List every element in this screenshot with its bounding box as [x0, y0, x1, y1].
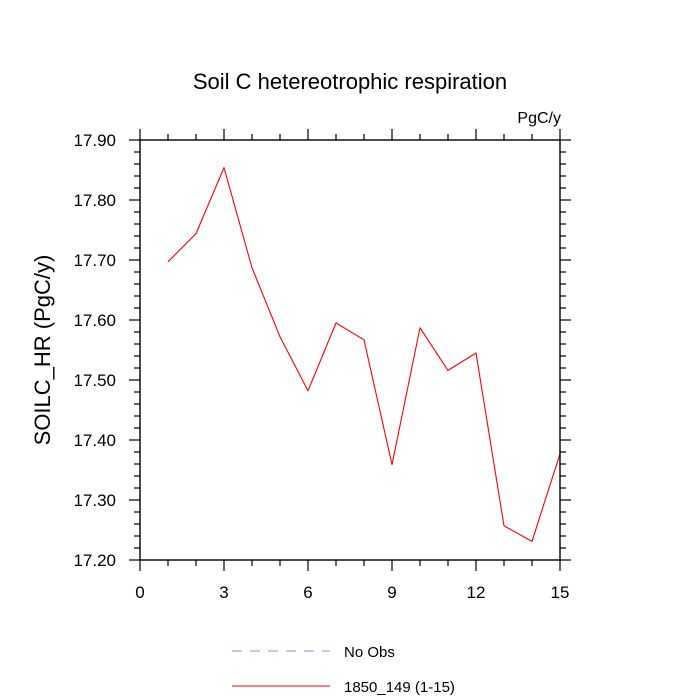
major-ticks: [129, 129, 571, 571]
legend: No Obs 1850_149 (1-15): [232, 644, 455, 696]
series-line: [167, 167, 561, 542]
units-label: PgC/y: [517, 110, 561, 127]
y-tick-label: 17.20: [73, 551, 116, 570]
x-tick-label: 12: [467, 583, 486, 602]
x-tick-label: 3: [219, 583, 228, 602]
series-layer: [167, 167, 561, 542]
y-axis-label: SOILC_HR (PgC/y): [30, 255, 55, 446]
x-tick-labels: 0 3 6 9 12 15: [135, 583, 569, 602]
x-tick-label: 6: [303, 583, 312, 602]
chart-title: Soil C hetereotrophic respiration: [193, 69, 507, 94]
y-tick-label: 17.30: [73, 491, 116, 510]
legend-label-no-obs: No Obs: [344, 644, 395, 661]
y-tick-label: 17.40: [73, 431, 116, 450]
y-tick-label: 17.70: [73, 251, 116, 270]
y-tick-label: 17.50: [73, 371, 116, 390]
y-tick-label: 17.80: [73, 191, 116, 210]
y-tick-labels: 17.20 17.30 17.40 17.50 17.60 17.70 17.80 17.90: [73, 131, 116, 570]
minor-ticks: [134, 134, 566, 566]
x-tick-label: 0: [135, 583, 144, 602]
plot-frame: [139, 139, 561, 561]
x-tick-label: 15: [551, 583, 570, 602]
y-tick-label: 17.60: [73, 311, 116, 330]
x-tick-label: 9: [387, 583, 396, 602]
legend-label-1850-149: 1850_149 (1-15): [344, 679, 455, 696]
y-tick-label: 17.90: [73, 131, 116, 150]
